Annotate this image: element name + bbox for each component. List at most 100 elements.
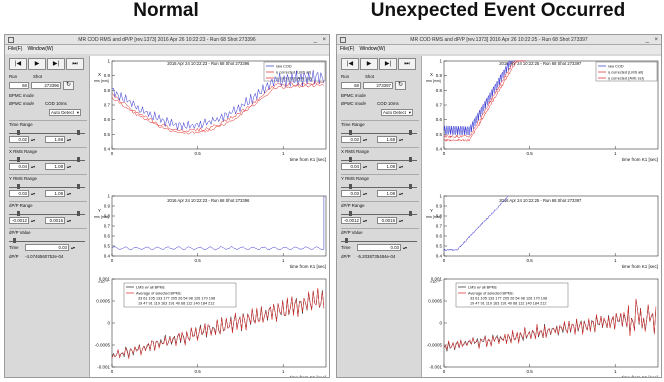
xrms-range-slider[interactable]: [341, 156, 417, 162]
refresh-icon[interactable]: ↻: [395, 81, 406, 90]
window-titlebar[interactable]: MR COD RMS and dP/P [rev.1373] 2016 Apr …: [5, 35, 329, 45]
dpp-slider-handle-max[interactable]: [409, 211, 413, 216]
dpp-range-slider[interactable]: [341, 210, 417, 216]
dpp-slider-handle-min[interactable]: [348, 211, 352, 216]
dpp-value-slider[interactable]: [9, 237, 85, 243]
time-slider-handle-min[interactable]: [348, 130, 352, 135]
time-range-slider[interactable]: [341, 129, 417, 135]
time-slider-handle-min[interactable]: [16, 130, 20, 135]
spin-arrows-icon[interactable]: ▴▾: [363, 218, 368, 223]
nav-last-button[interactable]: ▶|: [47, 58, 65, 70]
spin-arrows-icon[interactable]: ▴▾: [31, 164, 36, 169]
shot-field[interactable]: 273397: [363, 82, 393, 89]
x-tick-label: 1: [282, 151, 285, 156]
time-range-slider[interactable]: [9, 129, 85, 135]
xrms-max-field[interactable]: 1.08: [377, 163, 398, 170]
spin-arrows-icon[interactable]: ▴▾: [399, 191, 404, 196]
spin-arrows-icon[interactable]: ▴▾: [399, 137, 404, 142]
bpmc-mode-select[interactable]: Auto Detect ▾: [49, 109, 81, 116]
spin-arrows-icon[interactable]: ▴▾: [67, 218, 72, 223]
xrms-slider-handle-max[interactable]: [77, 157, 81, 162]
minimize-icon[interactable]: _: [645, 37, 649, 43]
spin-arrows-icon[interactable]: ▴▾: [399, 164, 404, 169]
nav-play-button[interactable]: ▶: [28, 58, 46, 70]
yrms-slider-handle-max[interactable]: [409, 184, 413, 189]
yrms-slider-handle-min[interactable]: [348, 184, 352, 189]
yrms-max-field[interactable]: 1.08: [45, 190, 66, 197]
run-field[interactable]: 68: [9, 82, 29, 89]
spin-arrows-icon[interactable]: ▴▾: [399, 218, 404, 223]
spin-arrows-icon[interactable]: ▴▾: [363, 137, 368, 142]
nav-first-button[interactable]: |◀: [9, 58, 27, 70]
spin-arrows-icon[interactable]: ▴▾: [67, 164, 72, 169]
time-min-field[interactable]: 0.02: [341, 136, 361, 143]
time-value-field[interactable]: 0.03: [357, 244, 401, 251]
menu-file[interactable]: File(F): [8, 46, 23, 52]
lms-all-series: [111, 84, 325, 135]
spin-arrows-icon[interactable]: ▴▾: [71, 245, 76, 250]
run-field[interactable]: 68: [341, 82, 361, 89]
time-value-field[interactable]: 0.03: [25, 244, 69, 251]
spin-arrows-icon[interactable]: ▴▾: [31, 137, 36, 142]
dpp-value-slider[interactable]: [341, 237, 417, 243]
close-icon[interactable]: ×: [654, 37, 658, 43]
spin-arrows-icon[interactable]: ▴▾: [67, 137, 72, 142]
dpp-min-field[interactable]: -0.0012: [9, 217, 29, 224]
xrms-slider-handle-min[interactable]: [348, 157, 352, 162]
xrms-min-field[interactable]: 0.04: [9, 163, 29, 170]
dpp-max-field[interactable]: 0.0016: [45, 217, 66, 224]
yrms-min-field[interactable]: 0.03: [9, 190, 29, 197]
dpp-value-slider-handle[interactable]: [12, 238, 16, 243]
nav-end-button[interactable]: ⏭: [398, 58, 416, 70]
xrms-max-field[interactable]: 1.08: [45, 163, 66, 170]
yrms-min-field[interactable]: 0.03: [341, 190, 361, 197]
spin-arrows-icon[interactable]: ▴▾: [67, 191, 72, 196]
bpmc-select-row: Auto Detect ▾: [341, 108, 419, 117]
refresh-icon[interactable]: ↻: [63, 81, 74, 90]
dpp-value-slider-handle[interactable]: [344, 238, 348, 243]
menu-window[interactable]: Window(W): [27, 46, 54, 52]
spin-arrows-icon[interactable]: ▴▾: [31, 218, 36, 223]
spin-arrows-icon[interactable]: ▴▾: [363, 191, 368, 196]
y-tick-label: -0.0005: [95, 343, 111, 348]
xrms-min-field[interactable]: 0.04: [341, 163, 361, 170]
yrms-range-slider[interactable]: [9, 183, 85, 189]
yrms-range-slider[interactable]: [341, 183, 417, 189]
xrms-slider-handle-min[interactable]: [16, 157, 20, 162]
dpp-range-heading: dP/P Range: [9, 201, 87, 209]
nav-end-button[interactable]: ⏭: [66, 58, 84, 70]
plot-frame: [111, 195, 327, 257]
minimize-icon[interactable]: _: [313, 37, 317, 43]
time-min-field[interactable]: 0.02: [9, 136, 29, 143]
xrms-range-slider[interactable]: [9, 156, 85, 162]
spin-arrows-icon[interactable]: ▴▾: [403, 245, 408, 250]
time-max-field[interactable]: 1.68: [45, 136, 66, 143]
close-icon[interactable]: ×: [322, 37, 326, 43]
dpp-range-slider[interactable]: [9, 210, 85, 216]
bpmc-mode-row: BPMC mode COD 10ms: [341, 99, 419, 108]
dpp-min-field[interactable]: -0.0012: [341, 217, 361, 224]
yrms-slider-handle-min[interactable]: [16, 184, 20, 189]
yrms-slider-handle-max[interactable]: [77, 184, 81, 189]
bpmc-mode-select[interactable]: Auto Detect ▾: [381, 109, 413, 116]
window-titlebar[interactable]: MR COD RMS and dP/P [rev.1373] 2016 Apr …: [337, 35, 661, 45]
spin-arrows-icon[interactable]: ▴▾: [31, 191, 36, 196]
x-tick-label: 0: [443, 258, 446, 263]
y-tick-label: 0.4: [104, 254, 111, 259]
xrms-slider-handle-max[interactable]: [409, 157, 413, 162]
time-slider-handle-max[interactable]: [77, 130, 81, 135]
menu-window[interactable]: Window(W): [359, 46, 386, 52]
nav-first-button[interactable]: |◀: [341, 58, 359, 70]
shot-field[interactable]: 273396: [31, 82, 61, 89]
dpp-max-field[interactable]: 0.0016: [377, 217, 398, 224]
menu-file[interactable]: File(F): [340, 46, 355, 52]
time-slider-handle-max[interactable]: [409, 130, 413, 135]
nav-last-button[interactable]: ▶|: [379, 58, 397, 70]
y-axis-label-x: X: [98, 72, 101, 77]
nav-play-button[interactable]: ▶: [360, 58, 378, 70]
yrms-max-field[interactable]: 1.08: [377, 190, 398, 197]
dpp-slider-handle-min[interactable]: [16, 211, 20, 216]
time-max-field[interactable]: 1.68: [377, 136, 398, 143]
dpp-slider-handle-max[interactable]: [77, 211, 81, 216]
spin-arrows-icon[interactable]: ▴▾: [363, 164, 368, 169]
